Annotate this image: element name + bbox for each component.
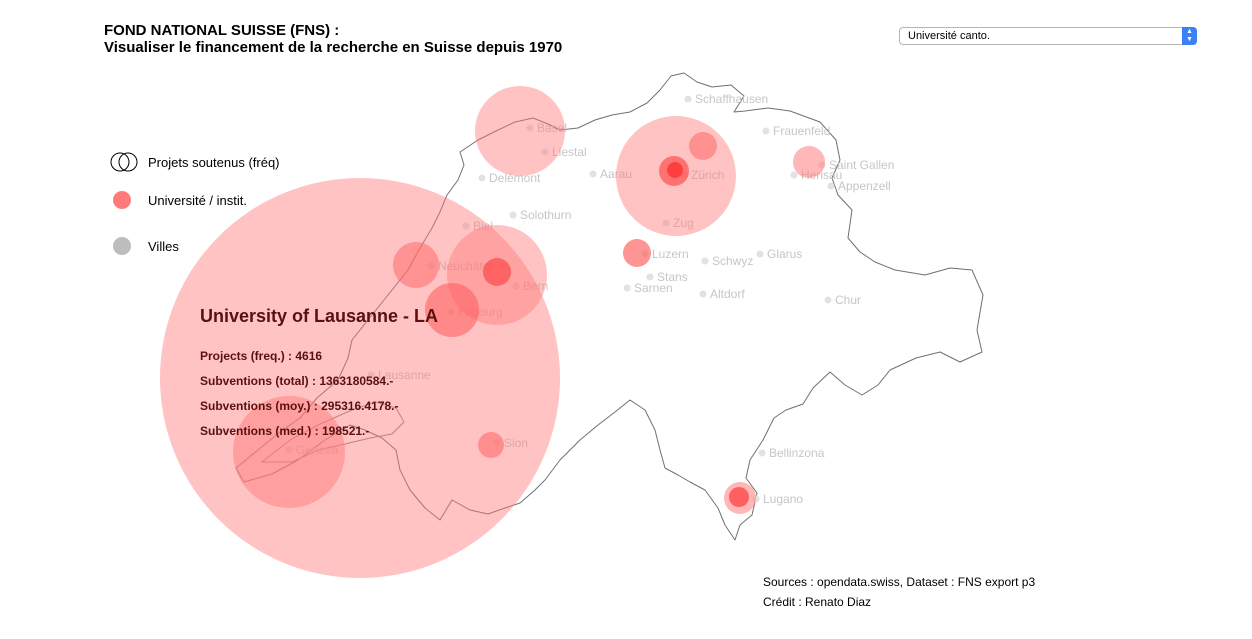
bubble-geneva[interactable] (233, 396, 345, 508)
city-dot-delemont (478, 174, 486, 182)
city-label-chur: Chur (835, 293, 861, 307)
city-dot-biel (462, 222, 470, 230)
bubble-neuchatel[interactable] (393, 242, 439, 288)
credits: Sources : opendata.swiss, Dataset : FNS … (763, 572, 1035, 612)
credit-text: Crédit : Renato Diaz (763, 595, 872, 609)
city-dot-solothurn (509, 211, 517, 219)
tooltip-institution-name: University of Lausanne - LA (200, 306, 439, 326)
tooltip-subventions-median: Subventions (med.) : 198521.- (200, 424, 370, 438)
city-label-delemont: Delémont (489, 171, 541, 185)
city-label-basel: Basel (537, 121, 567, 135)
legend-cities: Villes (110, 234, 179, 258)
city-dot-appenzell (827, 182, 835, 190)
city-dot-basel (526, 124, 534, 132)
city-label-lausanne: Lausanne (378, 368, 431, 382)
grey-dot-icon (110, 234, 142, 258)
legend-institution-label: Université / instit. (148, 192, 247, 208)
city-label-luzern: Luzern (652, 247, 689, 261)
bubble-zurich-d[interactable] (667, 162, 683, 178)
city-label-frauenfeld: Frauenfeld (773, 124, 830, 138)
city-dot-altdorf (699, 290, 707, 298)
bubble-lugano-b[interactable] (729, 487, 749, 507)
page-title: FOND NATIONAL SUISSE (FNS) : Visualiser … (104, 22, 562, 56)
city-label-altdorf: Altdorf (710, 287, 745, 301)
legend-cities-label: Villes (148, 238, 179, 254)
city-label-solothurn: Solothurn (520, 208, 571, 222)
city-label-aarau: Aarau (600, 167, 632, 181)
double-circle-icon (110, 150, 142, 174)
city-dot-lausanne (367, 371, 375, 379)
city-dot-glarus (756, 250, 764, 258)
city-label-stans: Stans (657, 270, 688, 284)
tooltip-projects: Projects (freq.) : 4616 (200, 349, 323, 363)
city-label-liestal: Liestal (552, 145, 587, 159)
city-label-schaffhausen: Schaffhausen (695, 92, 768, 106)
legend-institution: Université / instit. (110, 188, 247, 212)
bubble-luzern[interactable] (623, 239, 651, 267)
city-label-bern: Bern (523, 279, 548, 293)
city-label-sarnen: Sarnen (634, 281, 673, 295)
city-dot-chur (824, 296, 832, 304)
city-label-zug: Zug (673, 216, 694, 230)
city-dot-bellinzona (758, 449, 766, 457)
city-dot-sarnen (623, 284, 631, 292)
legend-projects-label: Projets soutenus (fréq) (148, 154, 280, 170)
city-label-sion: Sion (504, 436, 528, 450)
city-dot-frauenfeld (762, 127, 770, 135)
city-dot-herisau (790, 171, 798, 179)
city-label-schwyz: Schwyz (712, 254, 753, 268)
city-label-neuchatel: Neuchâtel (438, 259, 492, 273)
city-dot-stans (646, 273, 654, 281)
select-arrows-icon: ▲ ▼ (1182, 27, 1197, 45)
bubble-bern-inner[interactable] (483, 258, 511, 286)
city-label-lugano: Lugano (763, 492, 803, 506)
legend-projects: Projets soutenus (fréq) (110, 150, 280, 174)
bubble-zurich-b[interactable] (689, 132, 717, 160)
city-label-zurich: Zürich (691, 168, 724, 182)
city-label-biel: Biel (473, 219, 493, 233)
city-dot-zug (662, 219, 670, 227)
city-label-saint-gallen: Saint Gallen (829, 158, 894, 172)
bubble-basel[interactable] (475, 86, 565, 176)
tooltip-subventions-total: Subventions (total) : 1363180584.- (200, 374, 394, 388)
red-dot-icon (110, 188, 142, 212)
institution-tooltip: University of Lausanne - LA Projects (fr… (200, 306, 438, 449)
select-value: Université canto. (908, 30, 990, 42)
bubble-fribourg[interactable] (425, 283, 479, 337)
city-label-appenzell: Appenzell (838, 179, 891, 193)
city-dot-liestal (541, 148, 549, 156)
title-line-1: FOND NATIONAL SUISSE (FNS) : (104, 22, 340, 39)
city-dot-bern (512, 282, 520, 290)
city-label-glarus: Glarus (767, 247, 802, 261)
institution-type-select[interactable]: Université canto. ▲ ▼ (899, 27, 1197, 45)
city-layer: Schaffhausen Basel Liestal Frauenfeld Delémo… (285, 92, 894, 506)
bubble-sion[interactable] (478, 432, 504, 458)
tooltip-subventions-mean: Subventions (moy.) : 295316.4178.- (200, 399, 399, 413)
city-dot-schaffhausen (684, 95, 692, 103)
title-line-2: Visualiser le financement de la recherch… (104, 39, 563, 56)
bubble-stgallen[interactable] (793, 146, 825, 178)
city-dot-aarau (589, 170, 597, 178)
city-dot-schwyz (701, 257, 709, 265)
city-label-bellinzona: Bellinzona (769, 446, 825, 460)
sources-text: Sources : opendata.swiss, Dataset : FNS … (763, 575, 1036, 589)
institution-bubbles (160, 86, 825, 578)
